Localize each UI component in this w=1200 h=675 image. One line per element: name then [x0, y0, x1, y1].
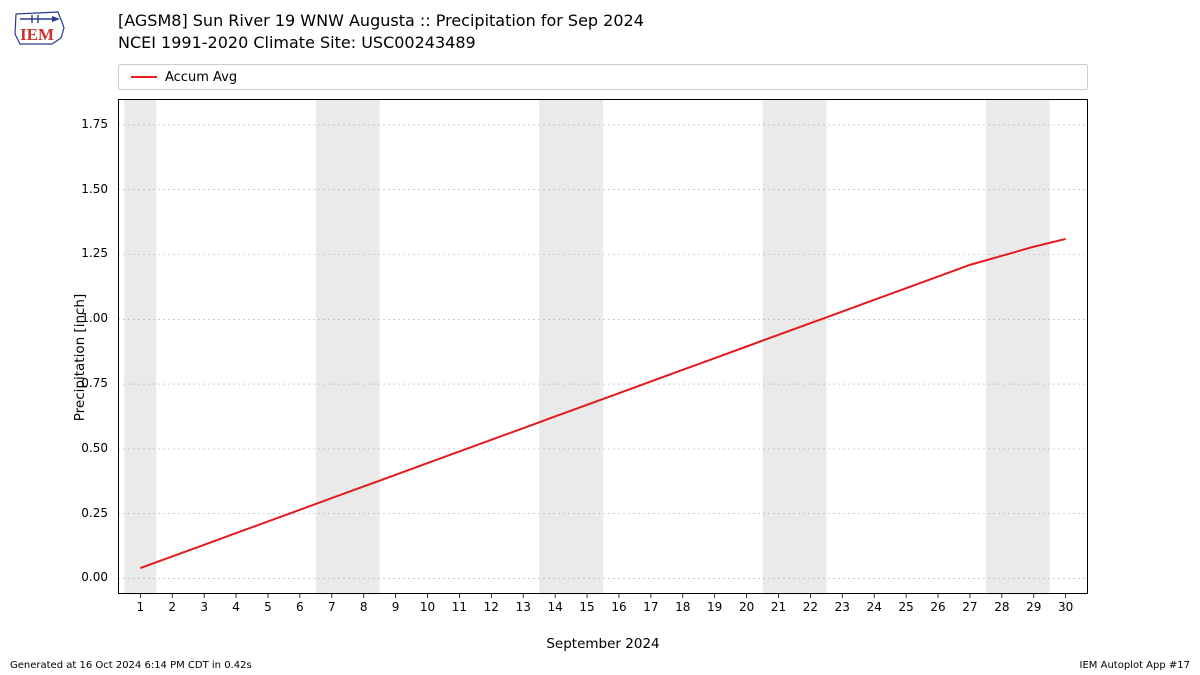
svg-text:12: 12: [484, 600, 499, 614]
svg-text:23: 23: [835, 600, 850, 614]
svg-text:9: 9: [392, 600, 400, 614]
legend-label: Accum Avg: [165, 70, 237, 85]
svg-text:11: 11: [452, 600, 467, 614]
svg-text:20: 20: [739, 600, 754, 614]
footer-generated: Generated at 16 Oct 2024 6:14 PM CDT in …: [10, 660, 252, 671]
y-axis-label: Precipitation [inch]: [72, 99, 92, 616]
y-tick-label: 1.50: [81, 182, 108, 196]
svg-text:2: 2: [168, 600, 176, 614]
y-tick-label: 0.00: [81, 570, 108, 584]
y-tick-label: 1.25: [81, 246, 108, 260]
svg-text:6: 6: [296, 600, 304, 614]
title-line-2: NCEI 1991-2020 Climate Site: USC00243489: [118, 32, 644, 54]
logo-text: IEM: [20, 25, 54, 44]
x-axis-label: September 2024: [118, 636, 1088, 652]
svg-text:21: 21: [771, 600, 786, 614]
svg-text:8: 8: [360, 600, 368, 614]
svg-text:27: 27: [962, 600, 977, 614]
y-tick-label: 1.00: [81, 311, 108, 325]
svg-text:4: 4: [232, 600, 240, 614]
svg-text:10: 10: [420, 600, 435, 614]
svg-text:24: 24: [867, 600, 882, 614]
svg-text:7: 7: [328, 600, 336, 614]
svg-text:28: 28: [994, 600, 1009, 614]
svg-text:13: 13: [516, 600, 531, 614]
svg-text:14: 14: [547, 600, 562, 614]
title-line-1: [AGSM8] Sun River 19 WNW Augusta :: Prec…: [118, 10, 644, 32]
svg-text:15: 15: [579, 600, 594, 614]
svg-text:5: 5: [264, 600, 272, 614]
svg-text:17: 17: [643, 600, 658, 614]
footer-app: IEM Autoplot App #17: [1080, 660, 1190, 671]
svg-text:1: 1: [137, 600, 145, 614]
svg-text:16: 16: [611, 600, 626, 614]
y-tick-label: 0.25: [81, 506, 108, 520]
svg-text:29: 29: [1026, 600, 1041, 614]
legend-swatch: [131, 76, 157, 78]
legend: Accum Avg: [118, 64, 1088, 90]
y-tick-label: 0.50: [81, 441, 108, 455]
y-tick-label: 1.75: [81, 117, 108, 131]
svg-text:30: 30: [1058, 600, 1073, 614]
y-tick-label: 0.75: [81, 376, 108, 390]
svg-text:25: 25: [898, 600, 913, 614]
svg-text:18: 18: [675, 600, 690, 614]
chart-plot: 1234567891011121314151617181920212223242…: [118, 99, 1088, 616]
svg-text:3: 3: [200, 600, 208, 614]
iem-logo: IEM: [12, 8, 70, 48]
svg-text:26: 26: [930, 600, 945, 614]
chart-title: [AGSM8] Sun River 19 WNW Augusta :: Prec…: [118, 10, 644, 53]
svg-text:22: 22: [803, 600, 818, 614]
svg-text:19: 19: [707, 600, 722, 614]
